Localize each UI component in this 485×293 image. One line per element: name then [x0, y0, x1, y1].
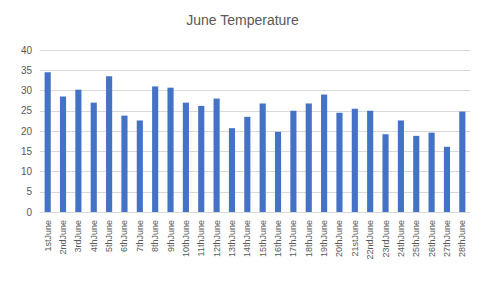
svg-text:16thJune: 16thJune — [273, 220, 283, 257]
svg-text:15: 15 — [21, 146, 33, 157]
svg-text:9thJune: 9thJune — [166, 220, 176, 252]
svg-text:40: 40 — [21, 45, 33, 56]
svg-text:5: 5 — [26, 186, 32, 197]
svg-text:30: 30 — [21, 85, 33, 96]
svg-text:22ndJune: 22ndJune — [365, 220, 375, 260]
svg-text:7thJune: 7thJune — [135, 220, 145, 252]
svg-text:26thJune: 26thJune — [427, 220, 437, 257]
svg-text:10thJune: 10thJune — [181, 220, 191, 257]
svg-text:14thJune: 14thJune — [242, 220, 252, 257]
svg-text:19thJune: 19thJune — [319, 220, 329, 257]
svg-text:25thJune: 25thJune — [411, 220, 421, 257]
svg-text:24thJune: 24thJune — [396, 220, 406, 257]
svg-text:5thJune: 5thJune — [104, 220, 114, 252]
svg-text:20thJune: 20thJune — [334, 220, 344, 257]
svg-text:4thJune: 4thJune — [89, 220, 99, 252]
svg-text:12thJune: 12thJune — [212, 220, 222, 257]
svg-text:17thJune: 17thJune — [288, 220, 298, 257]
svg-text:28thJune: 28thJune — [457, 220, 467, 257]
svg-text:23rdJune: 23rdJune — [381, 220, 391, 258]
svg-text:6thJune: 6thJune — [119, 220, 129, 252]
svg-text:20: 20 — [21, 126, 33, 137]
svg-text:21stJune: 21stJune — [350, 220, 360, 257]
svg-text:11thJune: 11thJune — [196, 220, 206, 256]
svg-text:25: 25 — [21, 105, 33, 116]
svg-text:1stJune: 1stJune — [43, 220, 53, 252]
svg-text:2ndJune: 2ndJune — [58, 220, 68, 255]
svg-text:15thJune: 15thJune — [258, 220, 268, 257]
svg-text:8thJune: 8thJune — [150, 220, 160, 252]
svg-text:27thJune: 27thJune — [442, 220, 452, 257]
svg-text:0: 0 — [26, 207, 32, 218]
svg-text:10: 10 — [21, 166, 33, 177]
svg-text:June Temperature: June Temperature — [186, 12, 299, 28]
svg-text:18thJune: 18thJune — [304, 220, 314, 257]
svg-text:13thJune: 13thJune — [227, 220, 237, 257]
svg-text:3rdJune: 3rdJune — [73, 220, 83, 253]
svg-text:35: 35 — [21, 65, 33, 76]
